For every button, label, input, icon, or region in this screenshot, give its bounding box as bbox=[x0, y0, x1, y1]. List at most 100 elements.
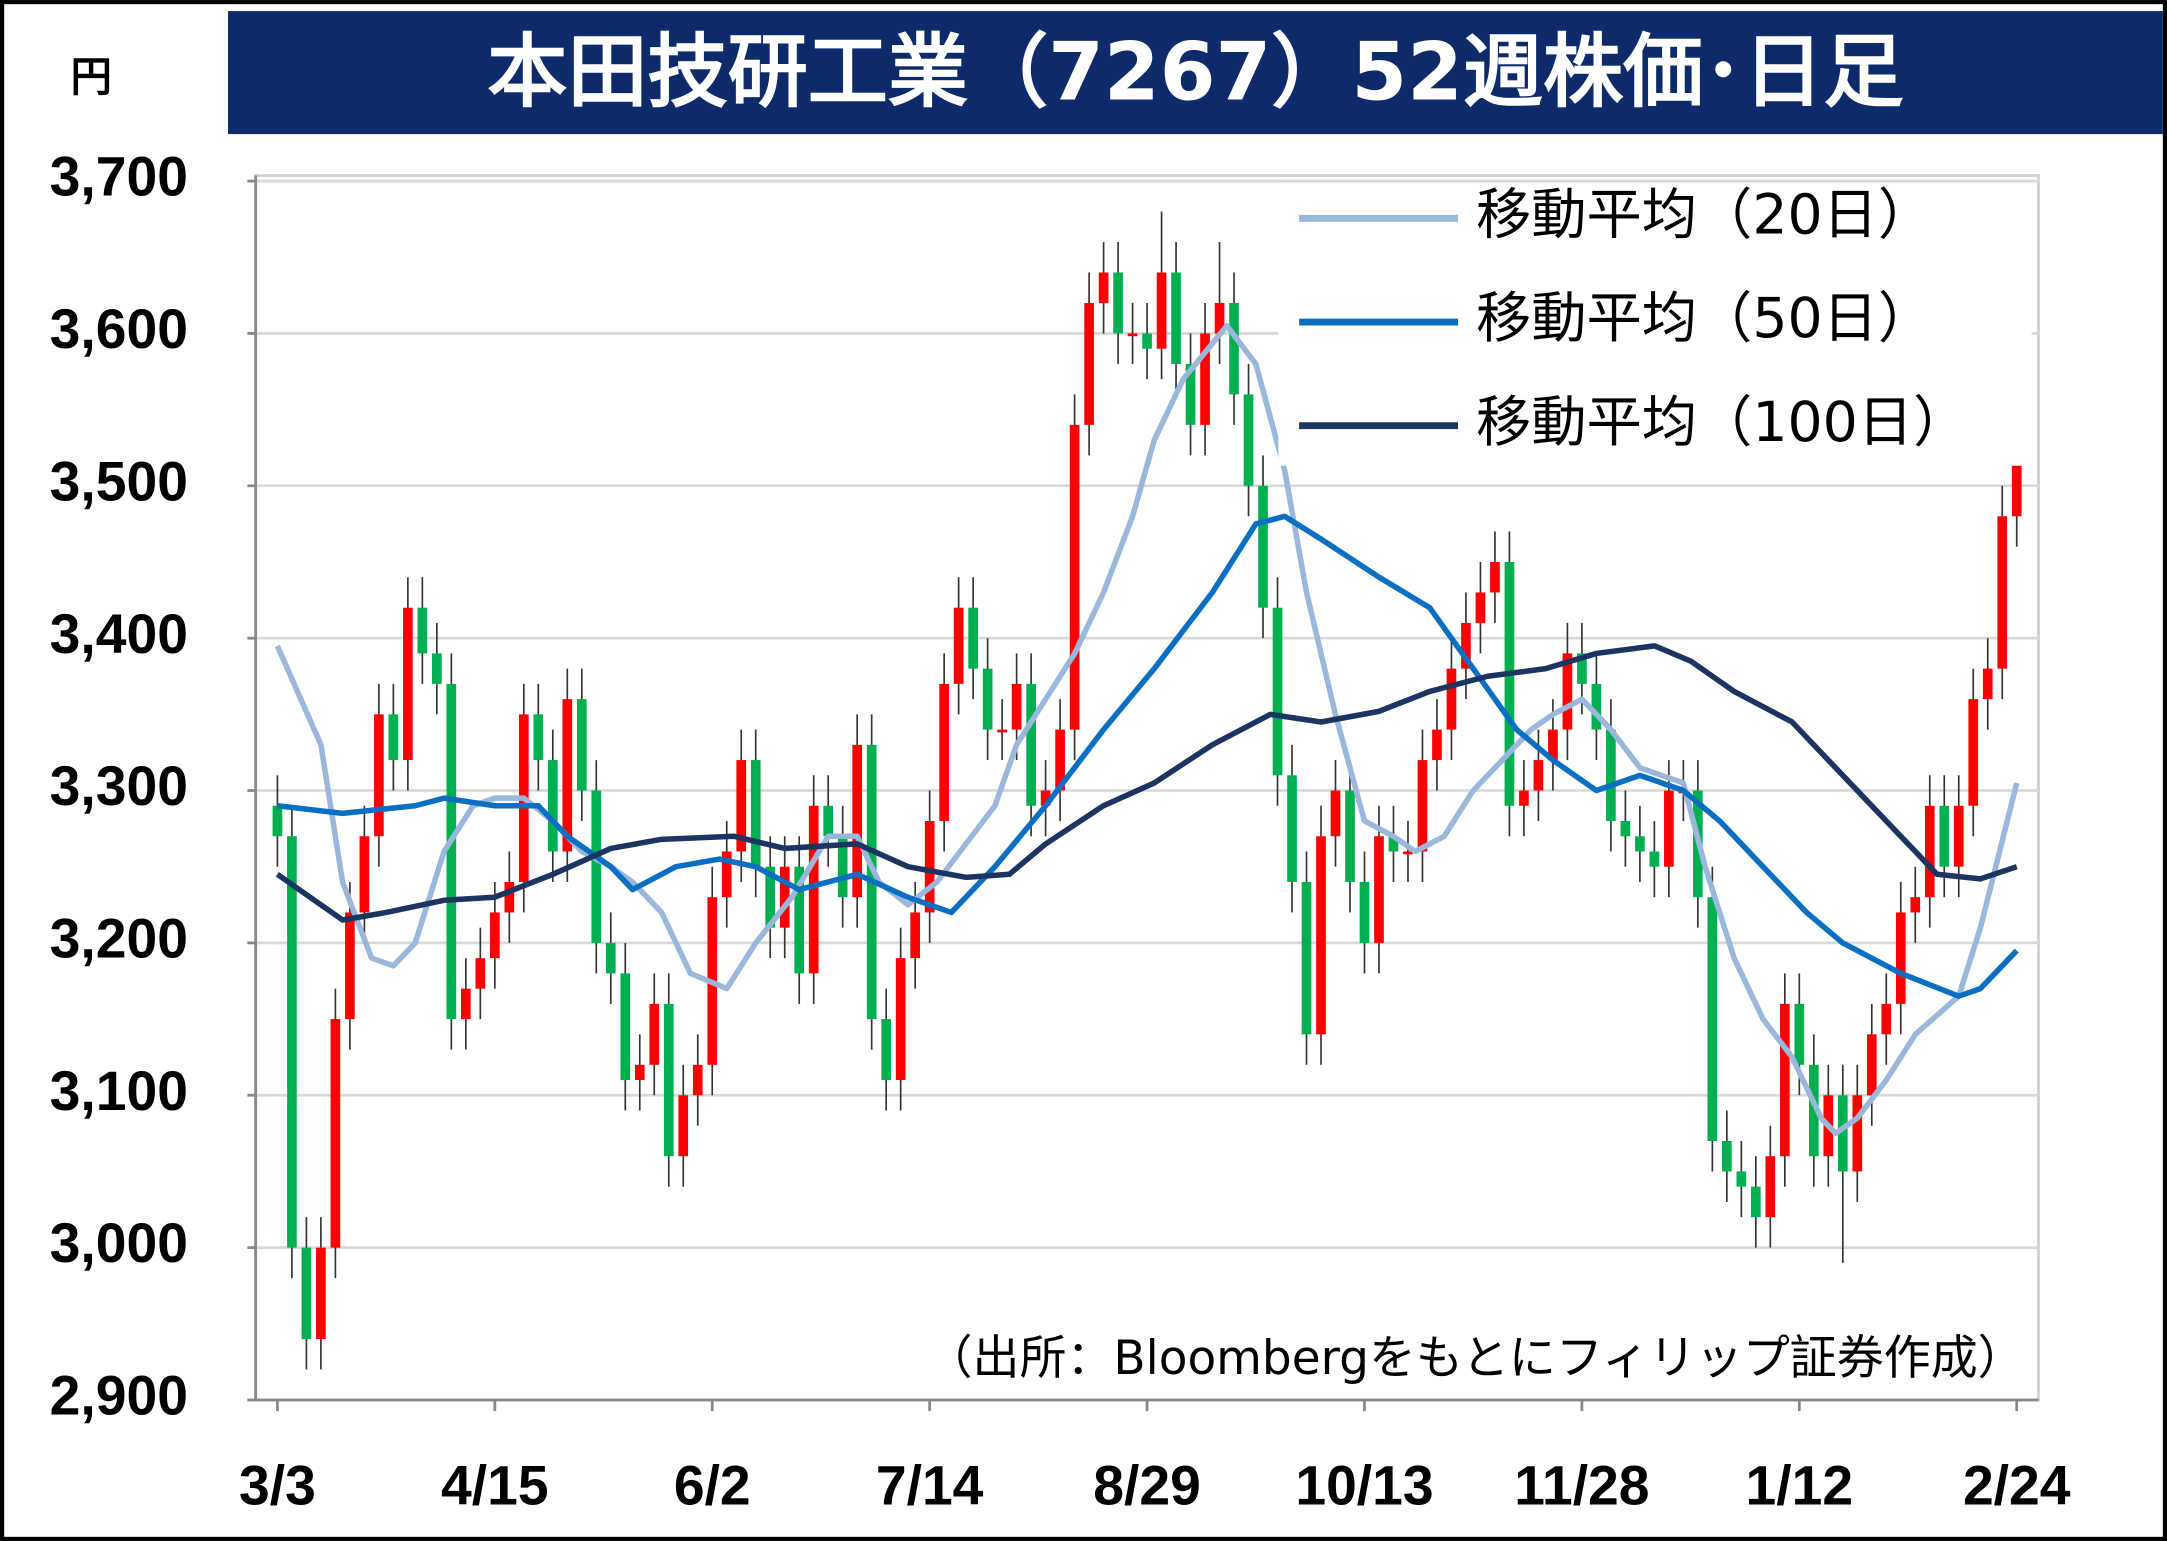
candle-body bbox=[388, 714, 399, 761]
candle-body bbox=[823, 805, 834, 837]
y-tick-label: 3,700 bbox=[50, 146, 188, 208]
y-tick-label: 2,900 bbox=[50, 1365, 188, 1427]
candle-body bbox=[1562, 653, 1573, 730]
candle-body bbox=[432, 653, 442, 684]
candle-body bbox=[881, 1019, 892, 1081]
candle-body bbox=[446, 683, 457, 1020]
candle-body bbox=[1200, 333, 1210, 425]
candle-body bbox=[1924, 805, 1935, 898]
candle-body bbox=[1895, 912, 1906, 1004]
candle-body bbox=[1040, 790, 1051, 806]
y-tick-label: 3,500 bbox=[50, 450, 188, 512]
candle-body bbox=[1837, 1095, 1848, 1172]
candle-body bbox=[939, 683, 949, 822]
candle-body bbox=[1345, 790, 1355, 882]
candle-body bbox=[1142, 333, 1152, 349]
candle-body bbox=[1461, 622, 1471, 669]
source-note: （出所：Bloombergをもとにフィリップ証券作成） bbox=[926, 1331, 2025, 1386]
candle-body bbox=[1374, 836, 1384, 943]
candle-body bbox=[1156, 272, 1167, 349]
candle-body bbox=[736, 760, 747, 852]
candle-body bbox=[968, 607, 978, 669]
candle-body bbox=[1997, 516, 2008, 669]
legend-label: 移動平均（20日） bbox=[1476, 184, 1933, 248]
candle-body bbox=[475, 958, 486, 989]
candle-body bbox=[1272, 607, 1283, 776]
candle-body bbox=[1577, 653, 1587, 684]
candle-body bbox=[591, 790, 602, 943]
candle-body bbox=[1779, 1003, 1790, 1157]
candle-body bbox=[1417, 760, 1428, 852]
candle-body bbox=[1736, 1171, 1747, 1187]
y-tick-label: 3,100 bbox=[50, 1060, 188, 1122]
candle-body bbox=[1707, 897, 1718, 1141]
moving-average-line bbox=[275, 643, 2018, 923]
candle-body bbox=[765, 866, 776, 928]
candle-body bbox=[1664, 790, 1674, 867]
candle-body bbox=[779, 866, 790, 928]
x-tick-label: 6/2 bbox=[674, 1454, 751, 1516]
candle-body bbox=[1287, 775, 1297, 882]
candle-body bbox=[316, 1247, 326, 1340]
candle-body bbox=[620, 973, 631, 1081]
candle-body bbox=[1084, 302, 1094, 425]
candle-body bbox=[634, 1064, 645, 1081]
candle-body bbox=[1953, 805, 1964, 867]
candle-body bbox=[605, 942, 616, 974]
candle-body bbox=[649, 1003, 660, 1065]
candle-body bbox=[1533, 760, 1544, 791]
candle-body bbox=[1258, 485, 1268, 608]
x-tick-label: 4/15 bbox=[441, 1454, 549, 1516]
candle-body bbox=[721, 851, 732, 898]
candle-body bbox=[1229, 302, 1239, 395]
candle-body bbox=[1403, 851, 1413, 855]
candle-body bbox=[1185, 363, 1196, 425]
candle-body bbox=[895, 958, 906, 1081]
y-tick-label: 3,200 bbox=[50, 908, 188, 970]
candle-body bbox=[1591, 683, 1602, 730]
candle-body bbox=[1113, 272, 1123, 334]
x-tick-label: 8/29 bbox=[1093, 1454, 1201, 1516]
candle-body bbox=[1359, 881, 1370, 943]
candle-body bbox=[997, 729, 1007, 733]
moving-average-line bbox=[277, 513, 2019, 999]
candle-body bbox=[1881, 1003, 1892, 1035]
candle-body bbox=[1606, 729, 1616, 822]
y-tick-label: 3,400 bbox=[50, 603, 188, 665]
candle-body bbox=[678, 1095, 689, 1157]
candle-body bbox=[2011, 440, 2022, 517]
x-tick-label: 2/24 bbox=[1963, 1454, 2071, 1516]
candle-body bbox=[808, 805, 819, 974]
x-tick-label: 10/13 bbox=[1295, 1454, 1433, 1516]
y-tick-label: 3,000 bbox=[50, 1212, 188, 1274]
x-tick-label: 3/3 bbox=[239, 1454, 316, 1516]
candle-body bbox=[1330, 790, 1341, 837]
x-tick-label: 1/12 bbox=[1746, 1454, 1854, 1516]
y-tick-label: 3,300 bbox=[50, 755, 188, 817]
title-bar bbox=[228, 11, 2163, 135]
candle-body bbox=[504, 881, 515, 913]
legend-label: 移動平均（100日） bbox=[1476, 391, 1968, 455]
candle-body bbox=[301, 1247, 312, 1340]
candle-body bbox=[1011, 683, 1022, 730]
candle-body bbox=[1968, 699, 1979, 806]
candle-body bbox=[1127, 333, 1138, 337]
candle-body bbox=[924, 821, 935, 913]
candle-body bbox=[982, 668, 993, 730]
candle-body bbox=[1982, 668, 1993, 700]
y-unit: 円 bbox=[70, 53, 111, 101]
candle-body bbox=[547, 760, 558, 852]
candle-body bbox=[374, 714, 384, 837]
candle-body bbox=[533, 714, 544, 761]
candle-body bbox=[1635, 836, 1645, 852]
candle-body bbox=[953, 607, 964, 684]
candle-body bbox=[359, 836, 370, 913]
candle-body bbox=[562, 699, 573, 852]
candle-body bbox=[1939, 805, 1950, 867]
candle-body bbox=[1504, 561, 1515, 806]
candle-body bbox=[1765, 1156, 1776, 1218]
x-tick-label: 11/28 bbox=[1514, 1454, 1649, 1516]
candle-body bbox=[330, 1019, 341, 1248]
